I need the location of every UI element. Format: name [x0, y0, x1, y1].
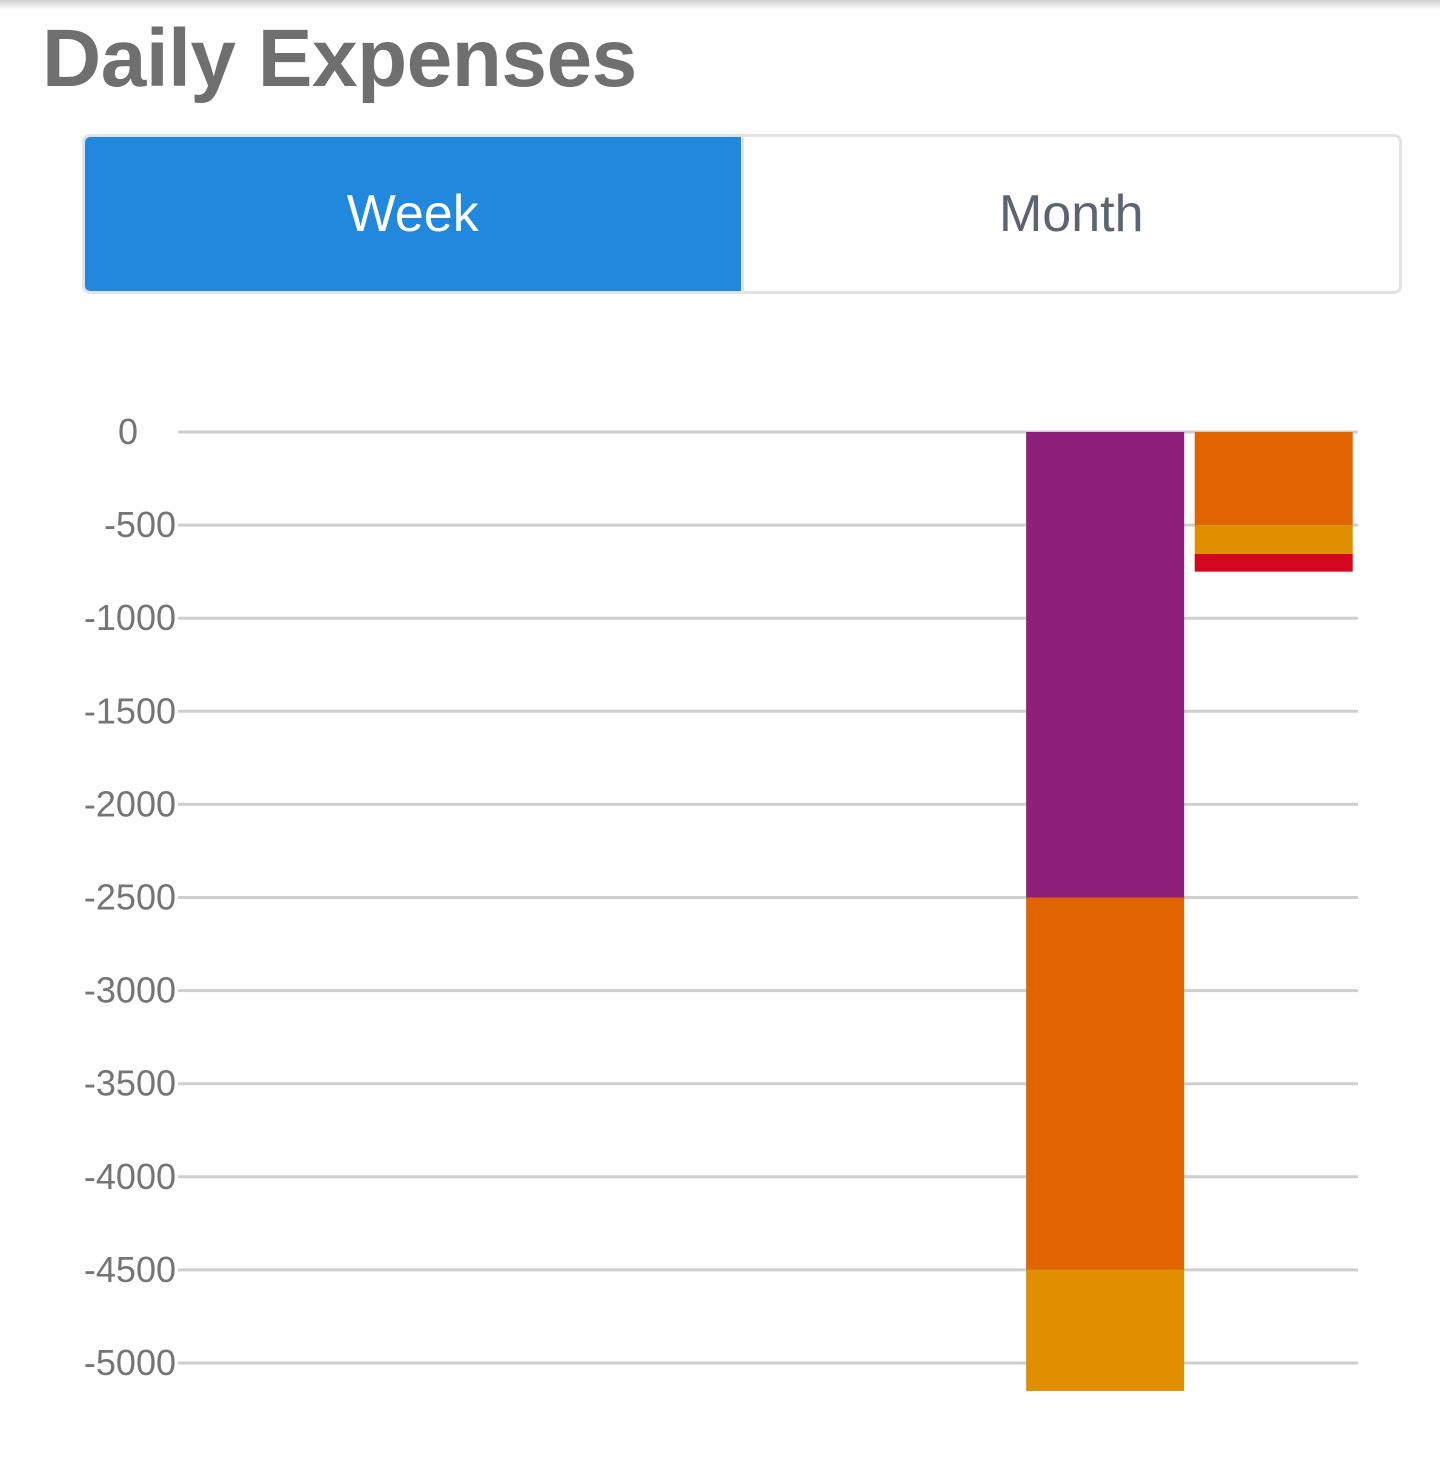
y-tick-label: -4500 — [84, 1249, 176, 1290]
y-tick-label: -3500 — [84, 1063, 176, 1104]
y-tick-label: -1000 — [84, 597, 176, 638]
bars — [1026, 432, 1353, 1391]
y-tick-label: -2500 — [84, 877, 176, 918]
y-axis-labels: 0 -500 -1000 -1500 -2000 -2500 -3000 -3500 -4000… — [84, 411, 176, 1383]
period-toggle: Week Month — [82, 134, 1402, 294]
bar-segment[interactable] — [1194, 432, 1353, 526]
bar-segment[interactable] — [1026, 897, 1185, 1270]
y-tick-label: -2000 — [84, 783, 176, 824]
y-tick-label: -1500 — [84, 690, 176, 731]
bar-segment[interactable] — [1194, 525, 1353, 554]
y-tick-label: 0 — [118, 411, 138, 452]
y-tick-label: -4000 — [84, 1156, 176, 1197]
y-tick-label: -500 — [104, 504, 176, 545]
page-title: Daily Expenses — [42, 13, 637, 104]
month-tab[interactable]: Month — [740, 137, 1399, 291]
week-tab[interactable]: Week — [85, 137, 741, 291]
bar-segment[interactable] — [1026, 1269, 1185, 1391]
bar-segment[interactable] — [1194, 553, 1353, 572]
bar-segment[interactable] — [1026, 432, 1185, 898]
y-tick-label: -5000 — [84, 1342, 176, 1383]
y-tick-label: -3000 — [84, 970, 176, 1011]
app-bar-shadow — [0, 0, 1440, 10]
